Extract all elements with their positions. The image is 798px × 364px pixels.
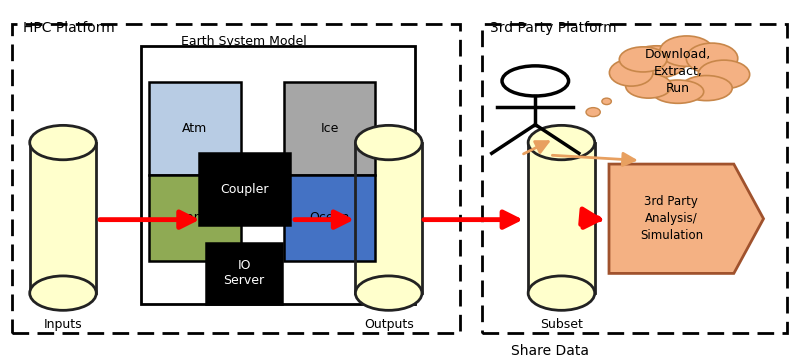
Bar: [141, 46, 415, 304]
Ellipse shape: [652, 80, 704, 103]
Bar: [149, 175, 240, 261]
Text: Ice: Ice: [321, 122, 339, 135]
Bar: [200, 153, 290, 225]
Text: 3rd Party Platform: 3rd Party Platform: [490, 21, 617, 35]
Text: IO
Server: IO Server: [223, 260, 265, 288]
Ellipse shape: [355, 125, 422, 160]
Text: Outputs: Outputs: [364, 318, 413, 331]
Text: Share Data: Share Data: [511, 344, 589, 358]
Ellipse shape: [602, 98, 611, 104]
Text: Atm: Atm: [182, 122, 207, 135]
Bar: [207, 243, 282, 304]
Ellipse shape: [681, 76, 733, 100]
Text: HPC Platform: HPC Platform: [22, 21, 114, 35]
Ellipse shape: [619, 47, 667, 72]
Ellipse shape: [528, 125, 595, 160]
Circle shape: [502, 66, 569, 96]
Text: Land: Land: [180, 211, 210, 224]
Bar: [30, 143, 97, 293]
Ellipse shape: [610, 59, 653, 86]
Bar: [12, 24, 460, 333]
Text: Inputs: Inputs: [44, 318, 82, 331]
Bar: [284, 82, 375, 175]
Ellipse shape: [30, 276, 97, 310]
Ellipse shape: [660, 36, 713, 66]
Ellipse shape: [686, 43, 738, 74]
Ellipse shape: [586, 108, 600, 116]
Bar: [528, 143, 595, 293]
Bar: [284, 175, 375, 261]
Text: Download,
Extract,
Run: Download, Extract, Run: [645, 48, 711, 95]
Text: Coupler: Coupler: [220, 183, 269, 196]
Bar: [482, 24, 788, 333]
Ellipse shape: [528, 276, 595, 310]
Text: Earth System Model: Earth System Model: [181, 35, 306, 48]
Bar: [149, 82, 240, 175]
Polygon shape: [609, 164, 764, 273]
Bar: [355, 143, 422, 293]
Ellipse shape: [355, 276, 422, 310]
Ellipse shape: [626, 46, 686, 78]
Text: Subset: Subset: [540, 318, 583, 331]
Ellipse shape: [626, 74, 672, 98]
Ellipse shape: [30, 125, 97, 160]
Text: Ocean: Ocean: [310, 211, 350, 224]
Ellipse shape: [698, 60, 749, 89]
Text: 3rd Party
Analysis/
Simulation: 3rd Party Analysis/ Simulation: [640, 195, 703, 242]
